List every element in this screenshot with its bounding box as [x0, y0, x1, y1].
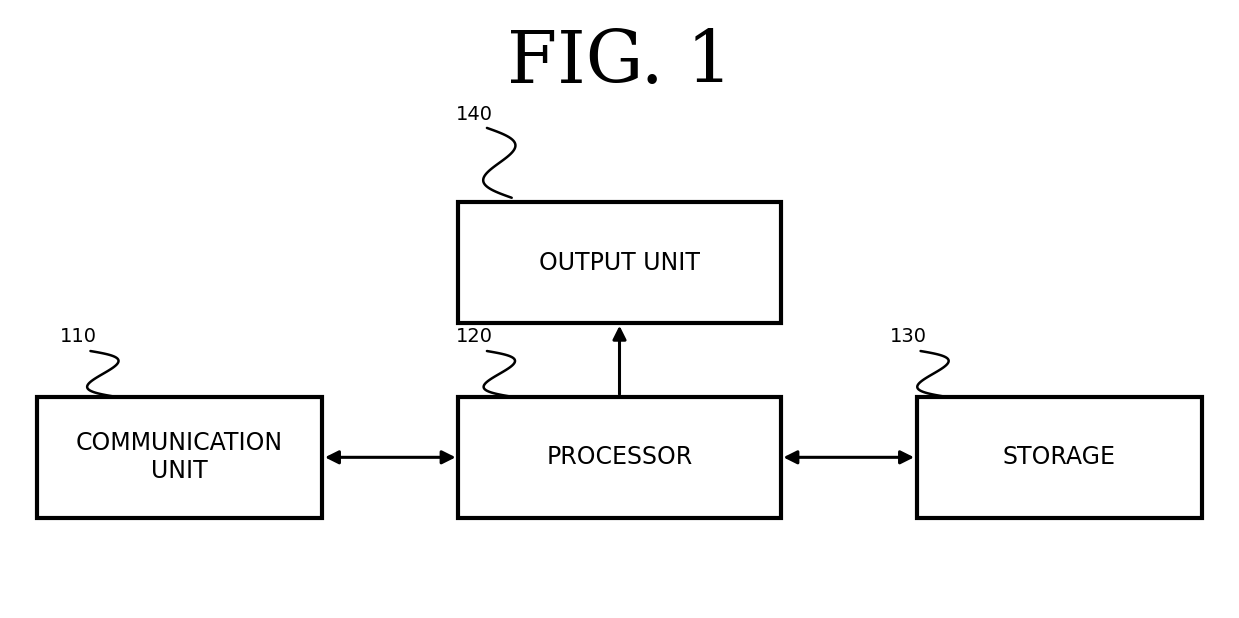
FancyBboxPatch shape: [458, 397, 781, 518]
FancyBboxPatch shape: [458, 203, 781, 323]
Text: PROCESSOR: PROCESSOR: [546, 446, 693, 469]
Text: 110: 110: [59, 327, 97, 346]
Text: STORAGE: STORAGE: [1002, 446, 1116, 469]
FancyBboxPatch shape: [917, 397, 1202, 518]
Text: COMMUNICATION
UNIT: COMMUNICATION UNIT: [76, 431, 284, 483]
Text: 140: 140: [456, 104, 493, 124]
Text: 120: 120: [456, 327, 493, 346]
FancyBboxPatch shape: [37, 397, 322, 518]
Text: OUTPUT UNIT: OUTPUT UNIT: [539, 251, 700, 274]
Text: FIG. 1: FIG. 1: [507, 28, 732, 98]
Text: 130: 130: [890, 327, 927, 346]
